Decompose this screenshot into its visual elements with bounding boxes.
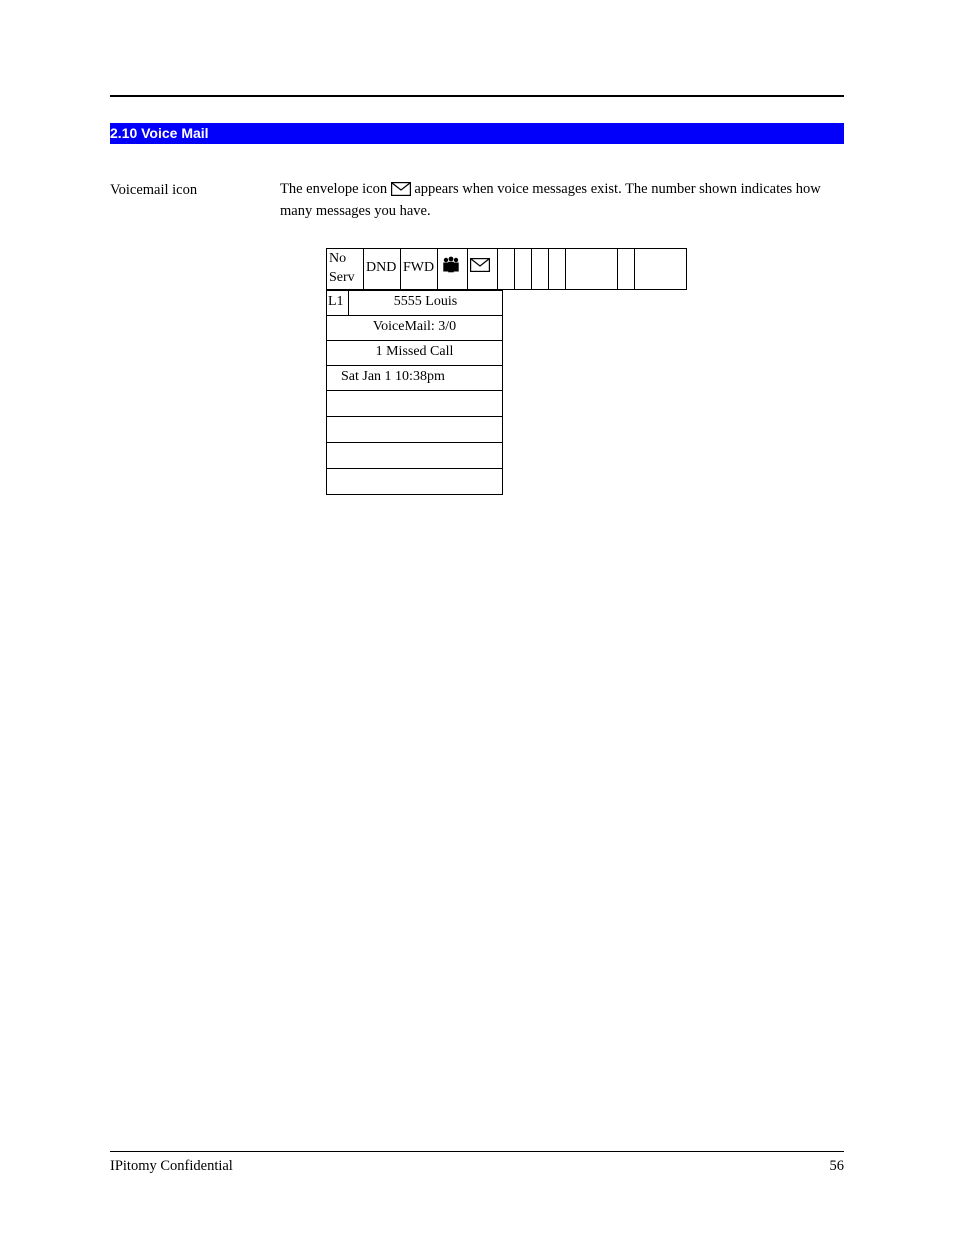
voicemail-cell: VoiceMail: 3/0 — [327, 315, 503, 340]
phone-display: No Serv DND FWD — [326, 248, 844, 495]
empty-row — [327, 442, 503, 468]
empty-cell — [327, 416, 503, 442]
empty-cell — [327, 468, 503, 494]
l1-text: 5555 Louis — [394, 294, 457, 309]
empty-row — [327, 390, 503, 416]
blank-cell — [549, 248, 566, 289]
dnd-label: DND — [366, 260, 396, 275]
section-heading-text: 2.10 Voice Mail — [110, 125, 209, 141]
missed-row: 1 Missed Call — [327, 340, 503, 365]
footer-left: IPitomy Confidential — [110, 1158, 233, 1175]
page: 2.10 Voice Mail Voicemail icon The envel… — [0, 0, 954, 1235]
side-label-text: Voicemail icon — [110, 182, 197, 198]
top-rule — [110, 95, 844, 97]
fwd-cell: FWD — [401, 248, 438, 289]
empty-cell — [327, 442, 503, 468]
status-row: No Serv DND FWD — [327, 248, 687, 289]
side-label: Voicemail icon — [110, 180, 280, 199]
blank-cell — [566, 248, 618, 289]
people-icon — [440, 263, 462, 278]
content-row: Voicemail icon The envelope icon appears… — [110, 180, 844, 495]
blank-cell — [635, 248, 687, 289]
no-serv-cell: No Serv — [327, 248, 364, 289]
envelope-icon — [470, 261, 490, 276]
voicemail-row: VoiceMail: 3/0 — [327, 315, 503, 340]
empty-cell — [327, 390, 503, 416]
datetime-text: Sat Jan 1 10:38pm — [341, 369, 445, 384]
envelope-icon — [391, 182, 411, 203]
paragraph: The envelope icon appears when voice mes… — [280, 180, 844, 222]
dnd-cell: DND — [364, 248, 401, 289]
status-table: No Serv DND FWD — [326, 248, 687, 290]
footer-rule — [110, 1151, 844, 1152]
body-block: The envelope icon appears when voice mes… — [280, 180, 844, 495]
section-heading: 2.10 Voice Mail — [110, 123, 844, 144]
datetime-row: Sat Jan 1 10:38pm — [327, 365, 503, 390]
blank-cell — [532, 248, 549, 289]
empty-row — [327, 416, 503, 442]
display-lines-table: L1 5555 Louis VoiceMail: 3/0 1 Miss — [326, 290, 503, 495]
line-l1-row: L1 5555 Louis — [327, 290, 503, 315]
paragraph-before: The envelope icon — [280, 181, 391, 197]
blank-cell — [498, 248, 515, 289]
people-icon-cell — [438, 248, 468, 289]
footer: IPitomy Confidential 56 — [110, 1151, 844, 1175]
no-serv-label: No Serv — [329, 251, 355, 285]
footer-line: IPitomy Confidential 56 — [110, 1158, 844, 1175]
voicemail-text: VoiceMail: 3/0 — [373, 319, 456, 334]
l1-text-cell: 5555 Louis — [348, 290, 502, 315]
blank-cell — [618, 248, 635, 289]
l1-label: L1 — [328, 294, 344, 309]
blank-cell — [515, 248, 532, 289]
missed-cell: 1 Missed Call — [327, 340, 503, 365]
l1-label-cell: L1 — [327, 290, 349, 315]
fwd-label: FWD — [403, 260, 434, 275]
datetime-cell: Sat Jan 1 10:38pm — [327, 365, 503, 390]
envelope-icon-cell — [468, 248, 498, 289]
footer-page-number: 56 — [830, 1158, 845, 1175]
missed-text: 1 Missed Call — [376, 344, 454, 359]
empty-row — [327, 468, 503, 494]
